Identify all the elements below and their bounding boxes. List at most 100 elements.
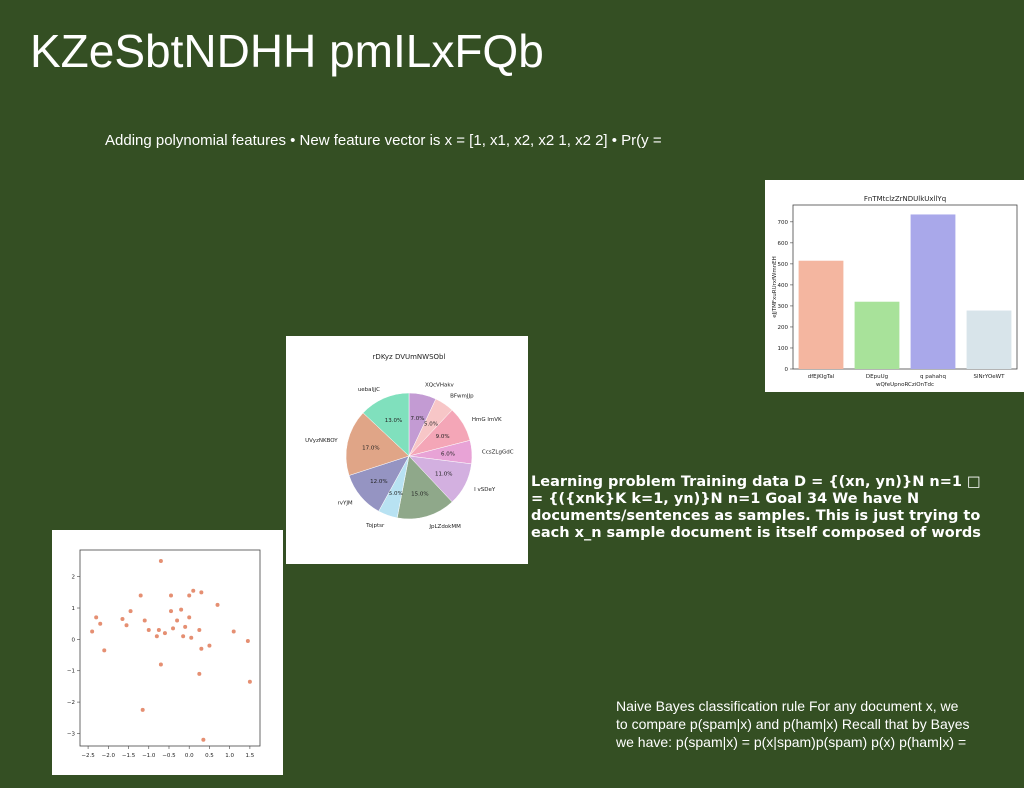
pie-percent-label: 5.0% — [389, 491, 403, 497]
bar-ylabel: eJjTMFxuRUrxfWmnEH — [772, 256, 778, 318]
scatter-point — [94, 615, 99, 620]
pie-slice — [396, 455, 453, 520]
pie-percent-label: 13.0% — [385, 418, 402, 424]
pie-slice-label: UVyzNKBOY — [305, 438, 338, 444]
pie-percent-label: 12.0% — [370, 479, 387, 485]
pie-percent-label: 6.0% — [441, 452, 455, 458]
bar-ytick-label: 100 — [778, 346, 789, 352]
pie-slice — [362, 392, 410, 457]
scatter-xtick-label: 0.5 — [205, 753, 214, 759]
pie-slice-label: CcsZLgGdC — [482, 449, 514, 455]
scatter-point — [197, 671, 202, 676]
pie-chart-image: rDKyz DVUmNWSObl 7.0% XQcVHakv 5.0% BFwmJJp 9… — [286, 336, 528, 564]
scatter-point — [146, 627, 151, 632]
pie-slice-label: XQcVHakv — [425, 383, 455, 389]
scatter-point — [207, 643, 212, 648]
scatter-ytick-label: −1 — [67, 669, 75, 675]
scatter-point — [158, 558, 163, 563]
bar-ytick-label: 400 — [778, 283, 789, 289]
bar-category-label: q pahahq — [920, 374, 946, 380]
scatter-point — [191, 588, 196, 593]
scatter-point — [231, 629, 236, 634]
slide-title: KZeSbtNDHH pmILxFQb — [30, 25, 544, 77]
scatter-point — [98, 621, 103, 626]
bar-ytick-label: 600 — [778, 241, 789, 247]
bar-category-label: SlNrYOeWT — [974, 374, 1006, 380]
bar-category-label: DEpuUg — [866, 374, 888, 380]
bar — [798, 260, 844, 369]
scatter-plot-image: −2.5 −2.0 −1.5 −1.0 −0.5 0.0 0.5 1.0 1.5 −3 −2 −1 0 1… — [52, 530, 283, 775]
pie-percent-label: 17.0% — [362, 445, 379, 451]
bar-chart-image: FnTMtclzZrNDUlkUxllYq 0 100 200 300 400 500 600… — [765, 180, 1024, 392]
scatter-ytick-label: 2 — [72, 575, 76, 581]
scatter-ytick-label: −3 — [67, 731, 76, 737]
scatter-xtick-label: −2.0 — [102, 753, 116, 759]
scatter-point — [189, 635, 194, 640]
scatter-point — [156, 627, 161, 632]
scatter-point — [187, 615, 192, 620]
pie-percent-label: 15.0% — [411, 492, 428, 498]
scatter-point — [169, 593, 174, 598]
scatter-xtick-label: −2.5 — [81, 753, 95, 759]
scatter-point — [169, 609, 174, 614]
bar-chart-title: FnTMtclzZrNDUlkUxllYq — [864, 195, 946, 203]
scatter-ytick-label: −2 — [67, 700, 75, 706]
bar-ytick-label: 300 — [778, 304, 789, 310]
bar-ytick-label: 200 — [778, 325, 789, 331]
bar — [966, 310, 1012, 369]
pie-percent-label: 11.0% — [435, 472, 452, 478]
scatter-point — [138, 593, 143, 598]
bar-ytick-label: 500 — [778, 262, 789, 268]
scatter-point — [102, 648, 107, 653]
scatter-xtick-label: −0.5 — [162, 753, 176, 759]
scatter-point — [183, 624, 188, 629]
bar-chart: FnTMtclzZrNDUlkUxllYq 0 100 200 300 400 500 600… — [772, 195, 1018, 388]
scatter-point — [181, 634, 186, 639]
learning-problem-text: Learning problem Training data D = {(xn,… — [531, 474, 981, 541]
scatter-xtick-label: 0.0 — [185, 753, 194, 759]
scatter-point — [171, 626, 176, 631]
pie-slice-label: I vSDeY — [474, 487, 496, 493]
pie-slice-label: BFwmJJp — [450, 394, 474, 400]
scatter-point — [140, 707, 145, 712]
scatter-point — [201, 737, 206, 742]
scatter-xtick-label: −1.0 — [142, 753, 156, 759]
scatter-xtick-label: 1.0 — [225, 753, 234, 759]
scatter-point — [162, 631, 167, 636]
scatter-point — [90, 629, 95, 634]
scatter-point — [197, 627, 202, 632]
scatter-point — [247, 679, 252, 684]
scatter-point — [154, 634, 159, 639]
bar — [854, 301, 900, 369]
scatter-point — [179, 607, 184, 612]
bar-plot-frame — [792, 204, 1018, 370]
pie-slice — [345, 412, 410, 476]
scatter-point — [142, 618, 147, 623]
bar-ytick-label: 700 — [778, 220, 789, 226]
pie-chart: rDKyz DVUmNWSObl 7.0% XQcVHakv 5.0% BFwmJJp 9… — [305, 353, 514, 530]
scatter-xtick-label: −1.5 — [122, 753, 136, 759]
scatter-plot-frame — [79, 549, 261, 747]
pie-slice-label: uebaljjC — [358, 387, 380, 393]
scatter-plot: −2.5 −2.0 −1.5 −1.0 −0.5 0.0 0.5 1.0 1.5 −3 −2 −1 0 1… — [67, 549, 261, 759]
naive-bayes-text: Naive Bayes classification rule For any … — [616, 698, 970, 750]
scatter-point — [199, 646, 204, 651]
scatter-point — [187, 593, 192, 598]
pie-chart-title: rDKyz DVUmNWSObl — [373, 353, 446, 361]
pie-percent-label: 9.0% — [436, 434, 450, 440]
scatter-ytick-label: 0 — [72, 637, 76, 643]
scatter-point — [175, 618, 180, 623]
pie-percent-label: 5.0% — [424, 422, 438, 428]
pie-slice-label: HmG lmVK — [472, 417, 502, 423]
pie-slice-label: JpLZdokMM — [428, 524, 461, 530]
scatter-xtick-label: 1.5 — [246, 753, 255, 759]
bar-xlabel: wQfeUpnoRCziOnTdc — [876, 382, 934, 388]
scatter-point — [199, 590, 204, 595]
pie-slice-label: rvYJM — [337, 501, 352, 507]
pie-slice-label: Tojptsr — [365, 523, 385, 529]
bar-ytick-label: 0 — [785, 367, 789, 373]
bar-category-label: dfEjKIgTal — [808, 374, 835, 380]
scatter-point — [215, 602, 220, 607]
scatter-point — [120, 616, 125, 621]
pie-percent-label: 7.0% — [411, 416, 425, 422]
